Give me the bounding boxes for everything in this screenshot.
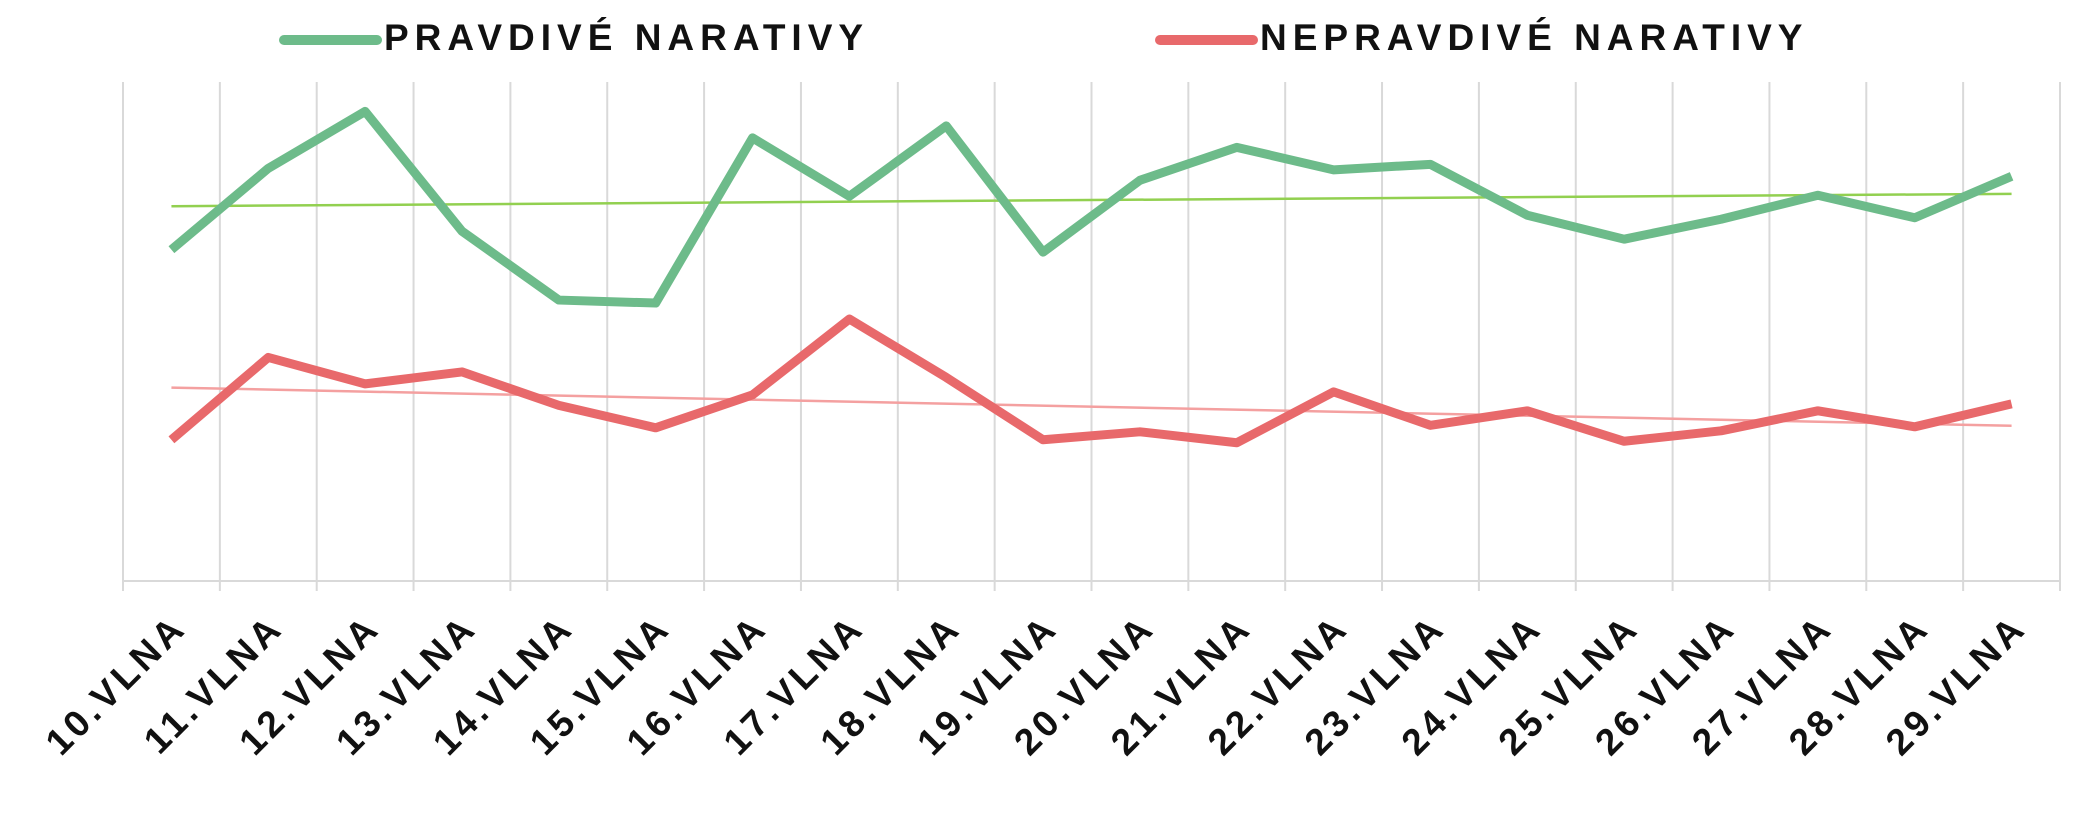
legend-label: PRAVDIVÉ NARATIVY [384, 17, 869, 58]
series-line [168, 314, 2013, 448]
trendline [171, 386, 2012, 428]
trendline [171, 192, 2012, 208]
series-line [168, 106, 2014, 308]
legend-label: NEPRAVDIVÉ NARATIVY [1260, 17, 1808, 58]
